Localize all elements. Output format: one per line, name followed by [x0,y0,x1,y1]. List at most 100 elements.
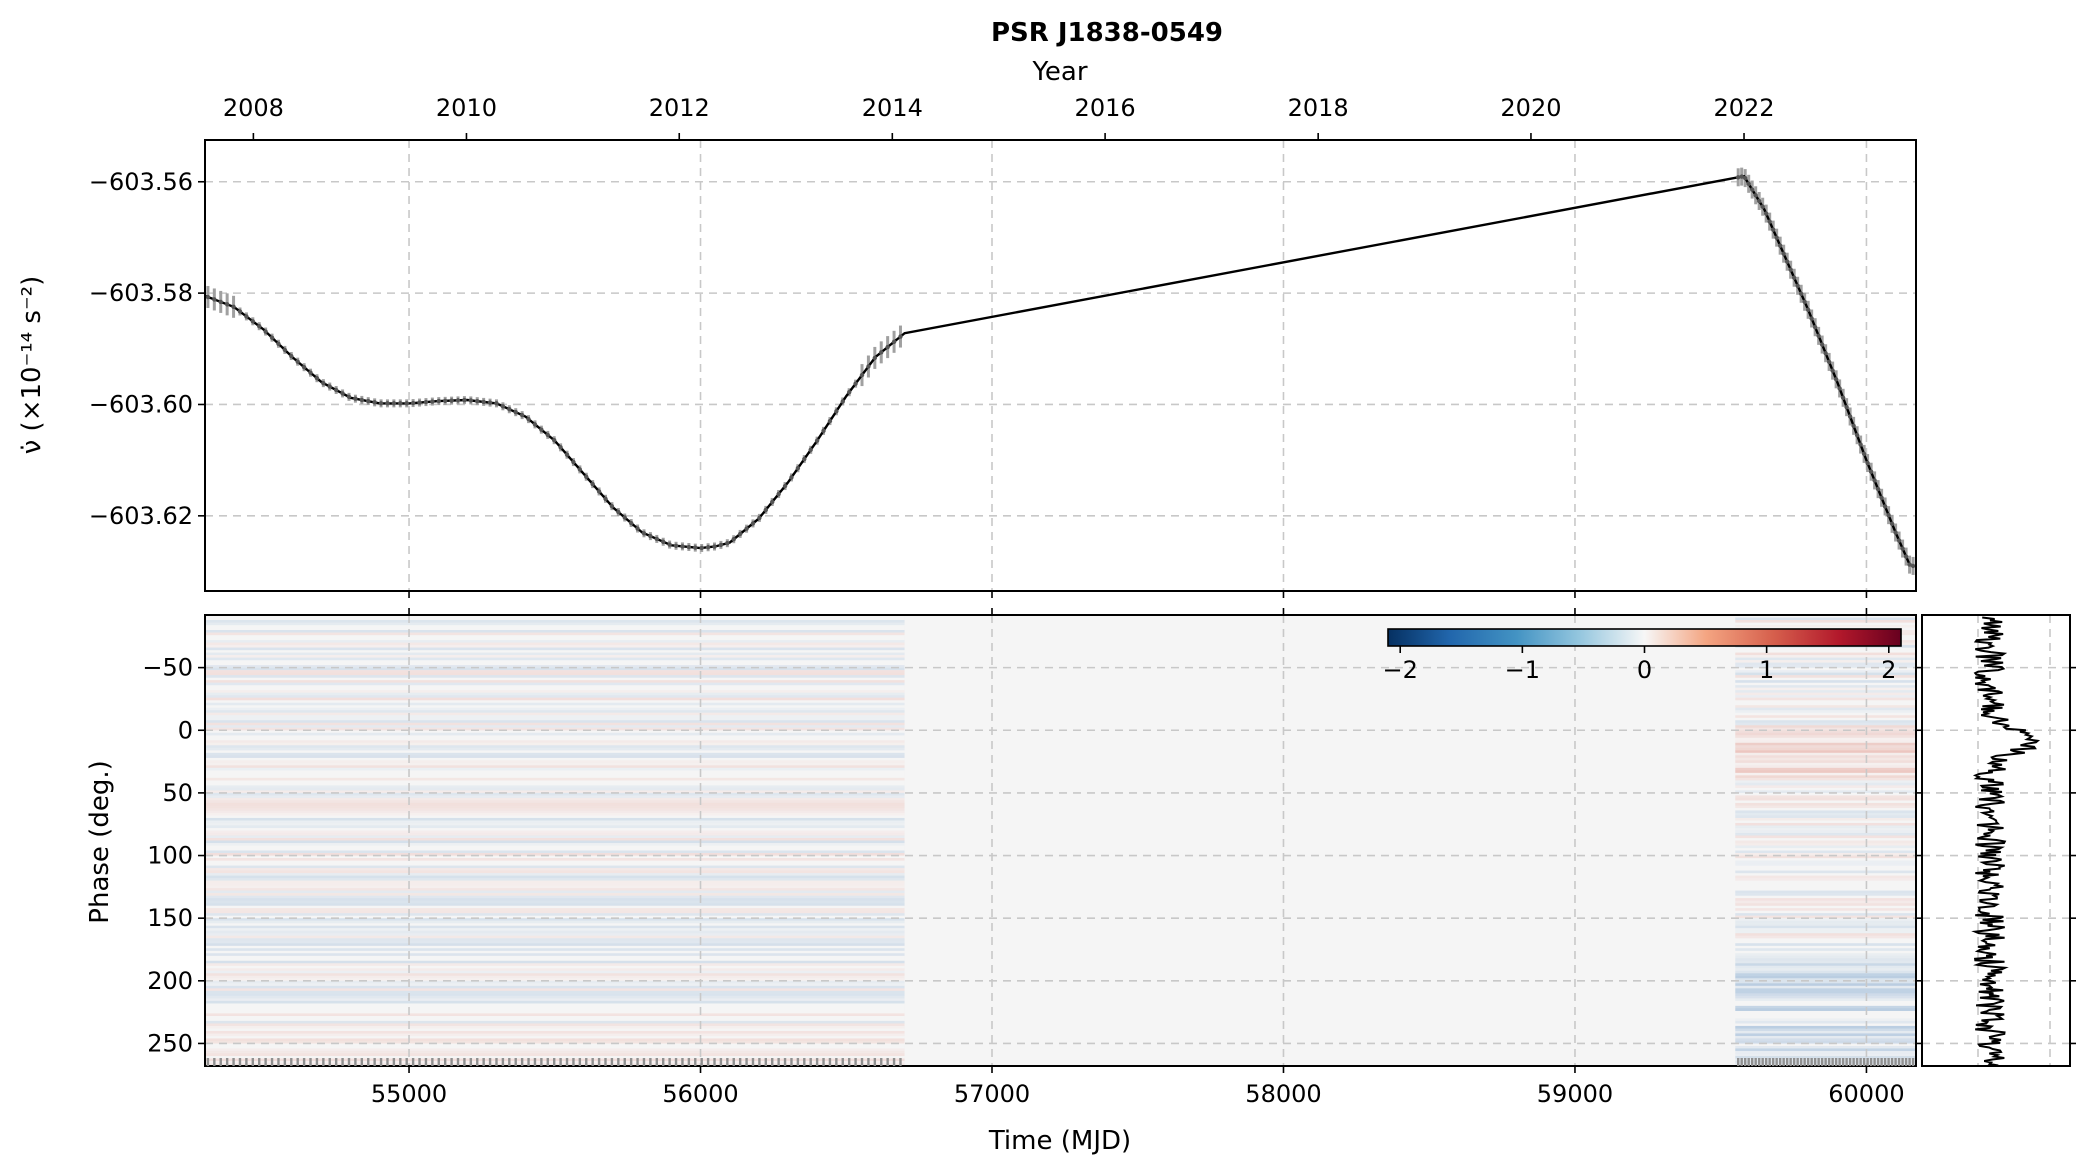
heatmap-row [205,988,905,991]
heatmap-row [205,1053,905,1057]
profile-panel [1916,614,2076,1067]
heatmap-row [1735,875,1916,879]
heatmap-row [1735,978,1916,981]
heatmap-row [205,885,905,889]
heatmap-row [1735,963,1916,966]
heatmap-row [205,820,905,824]
heatmap-row [205,880,905,884]
heatmap-row [1735,720,1916,723]
year-axis-label: Year [1031,57,1087,87]
heatmap-row [1735,675,1916,678]
heatmap-row [205,747,905,751]
data-point [1742,175,1748,181]
year-tick-label: 2020 [1500,94,1561,122]
data-point [244,314,249,319]
heatmap-row [205,873,905,876]
data-point [1858,442,1863,447]
data-point [603,496,608,501]
data-point [359,397,365,403]
top-ticks: −603.56 −603.58 −603.60 −603.62 2008 2010 2012… [89,94,1868,598]
heatmap-row [205,817,905,821]
chart-title: PSR J1838-0549 [991,18,1223,48]
heatmap-row [205,875,905,879]
data-point [276,341,281,346]
heatmap-row [205,630,905,633]
year-tick-label: 2022 [1713,94,1774,122]
data-point [1896,538,1902,543]
data-point [231,304,236,310]
heatmap-row [205,990,905,994]
top-y-axis-label: ν̇ (×10⁻¹⁴ s⁻²) [17,276,47,454]
data-point [1756,198,1762,204]
heatmap-row [1735,740,1916,743]
heatmap-row [1735,757,1916,761]
heatmap-row [205,695,905,698]
heatmap-row [1735,797,1916,801]
data-point [814,438,820,443]
heatmap-row [1735,1035,1916,1039]
data-point [1739,174,1744,179]
heatmap-row [1735,752,1916,756]
heatmap-row [205,963,905,966]
data-point [218,299,223,305]
heatmap-row [1735,928,1916,931]
heatmap-row [205,895,905,899]
data-point [257,323,262,329]
heatmap-row [1735,772,1916,776]
heatmap-row [205,740,905,743]
heatmap-row [1735,965,1916,969]
data-point [789,475,794,480]
heatmap-row [205,953,905,956]
heatmap-row [1735,960,1916,964]
heatmap-row [205,870,905,874]
heatmap-row [1735,1033,1916,1037]
heatmap-row [1735,657,1916,661]
data-point [853,381,858,386]
heatmap-row [1735,1008,1916,1011]
heatmap-row [1735,817,1916,821]
data-point [269,335,275,340]
heatmap-row [205,795,905,798]
data-point [385,401,390,406]
heatmap-row [1735,1048,1916,1052]
x-tick-label: 55000 [371,1080,447,1108]
data-point [462,397,467,403]
heatmap-row [1735,918,1916,921]
heatmap-row [205,910,905,914]
heatmap-row [205,797,905,801]
year-tick-label: 2018 [1288,94,1349,122]
data-point [577,467,583,472]
data-point [725,540,730,546]
data-point [1795,283,1800,288]
heatmap-row [1735,665,1916,668]
data-point [1770,227,1776,232]
year-tick-label: 2008 [223,94,284,122]
heatmap-row [205,1038,905,1042]
data-point [1847,414,1853,419]
heatmap-row [205,970,905,974]
heatmap-y-tick-label: 50 [162,779,193,807]
heatmap-row [205,670,905,673]
data-point [1753,193,1758,198]
data-point [436,398,441,404]
data-point [718,542,724,548]
data-point [314,375,320,381]
heatmap-row [205,802,905,806]
heatmap-row [1735,732,1916,736]
heatmap-row [205,835,905,839]
heatmap-row [1735,780,1916,783]
spin-down-series-line [205,174,1912,567]
data-point [737,531,743,537]
heatmap-row [205,837,905,841]
heatmap-row [205,930,905,934]
heatmap-row [1735,715,1916,718]
heatmap-row [1735,815,1916,819]
heatmap-row [1735,1025,1916,1029]
heatmap-row [1735,913,1916,916]
data-point [1875,486,1881,492]
heatmap-row [205,918,905,921]
data-point [686,544,692,550]
x-axis-label: Time (MJD) [988,1126,1131,1156]
data-point [866,364,871,369]
heatmap-row [1735,747,1916,751]
